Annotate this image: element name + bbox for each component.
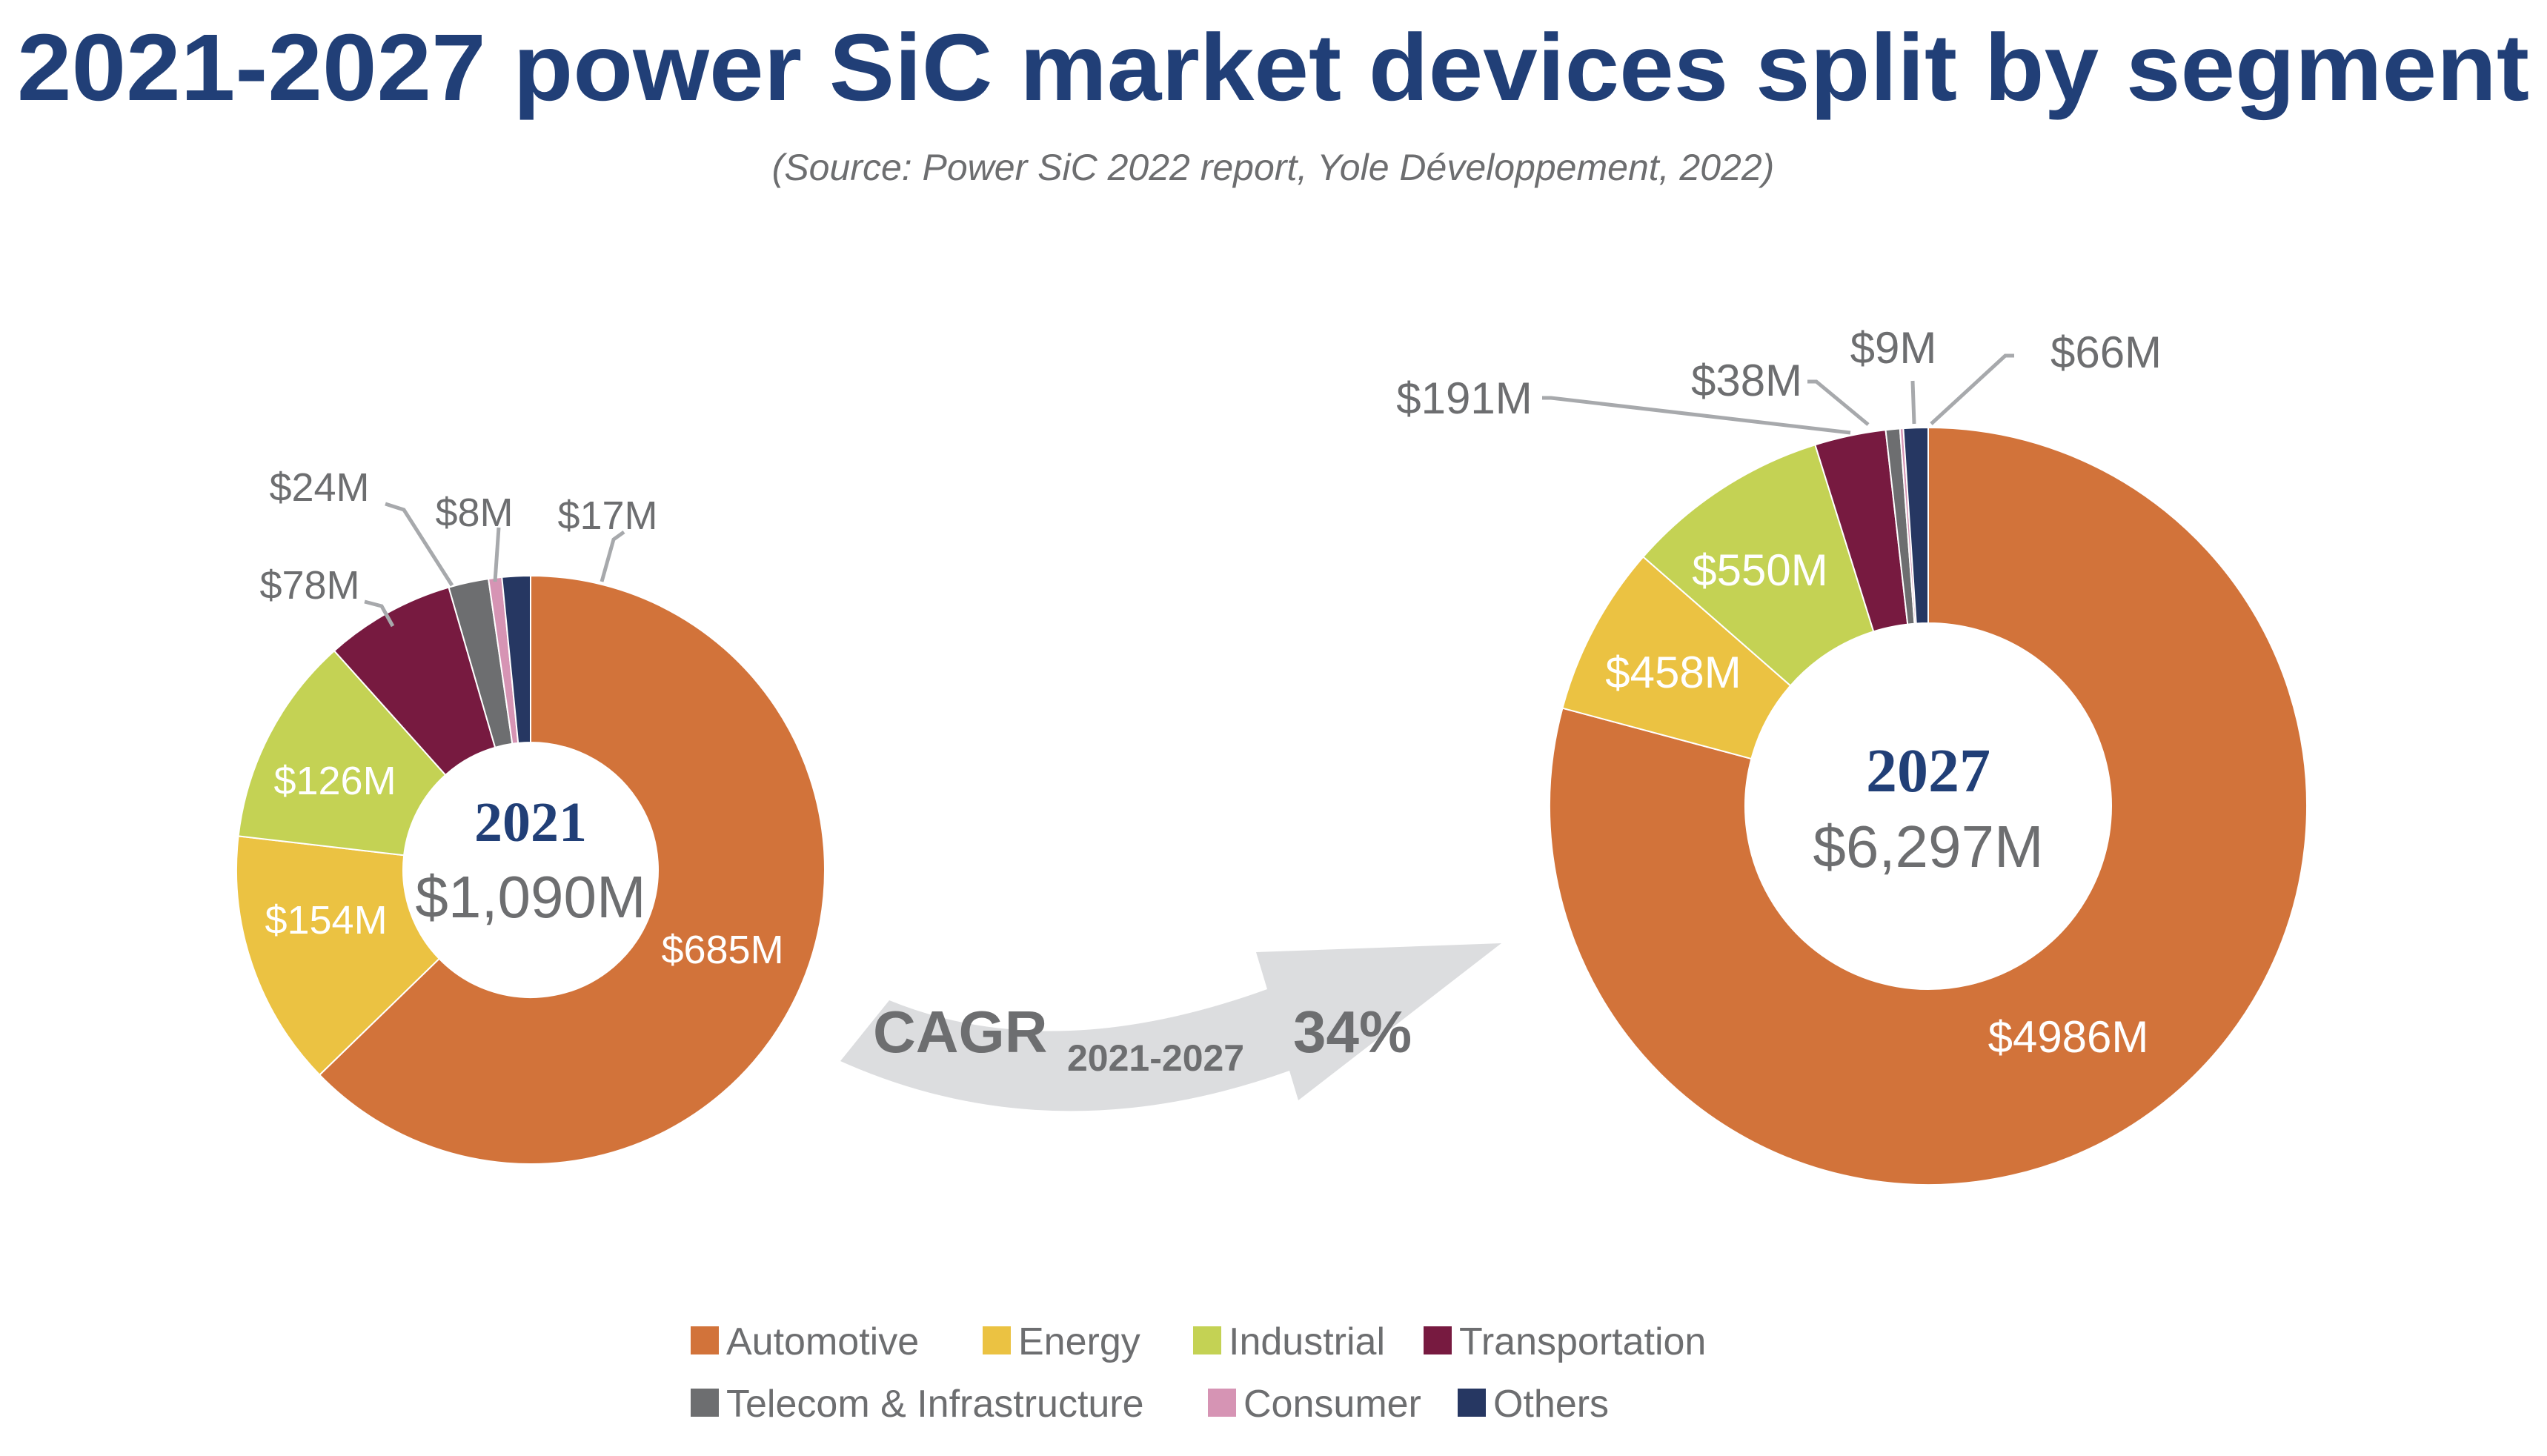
chart-subtitle: (Source: Power SiC 2022 report, Yole Dév… (772, 147, 1775, 188)
legend-swatch (691, 1326, 719, 1354)
slice-automotive (1549, 426, 2308, 1186)
center-total: $6,297M (1813, 814, 2043, 880)
legend-label: Automotive (726, 1320, 919, 1363)
slice-others (501, 574, 531, 744)
data-label: $17M (557, 493, 657, 538)
legend-swatch (983, 1326, 1011, 1354)
slice-automotive (318, 574, 826, 1165)
data-label: $154M (265, 898, 387, 943)
cagr-label: CAGR 2021-2027 34% (873, 999, 1412, 1079)
slice-others (1902, 426, 1929, 625)
data-label: $458M (1605, 648, 1741, 697)
legend-label: Others (1493, 1383, 1609, 1426)
legend-label: Consumer (1243, 1383, 1421, 1426)
data-label: $9M (1850, 323, 1937, 373)
growth-arrow (840, 943, 1501, 1111)
legend-label: Telecom & Infrastructure (726, 1383, 1144, 1426)
legend-item: Telecom & Infrastructure (691, 1383, 1144, 1426)
data-label: $8M (435, 491, 513, 535)
leader-line (1807, 379, 1870, 426)
legend-label: Industrial (1229, 1320, 1385, 1363)
cagr-period: 2021-2027 (1067, 1037, 1244, 1079)
chart-title: 2021-2027 power SiC market devices split… (17, 15, 2529, 121)
legend-swatch (691, 1389, 719, 1417)
legend-item: Transportation (1424, 1320, 1706, 1363)
leader-line (1910, 380, 1916, 425)
legend-item: Automotive (691, 1320, 919, 1363)
legend-item: Others (1458, 1383, 1609, 1426)
donut-2021: $685M $154M $126M $78M $24M $8M $17M 2021 $1,090… (236, 465, 826, 1165)
leader-line (600, 530, 625, 582)
center-year: 2021 (474, 791, 587, 854)
legend-label: Transportation (1459, 1320, 1706, 1363)
leader-line (364, 599, 395, 628)
data-label: $685M (661, 928, 783, 972)
slice-industrial (237, 649, 447, 857)
legend-swatch (1458, 1389, 1486, 1417)
data-label: $78M (259, 563, 359, 608)
donut-2027: $4986M $458M $550M $191M $38M $9M $66M 2027 $6,2… (1396, 323, 2308, 1186)
legend-swatch (1208, 1389, 1236, 1417)
slice-energy (236, 835, 441, 1077)
cagr-value: 34% (1293, 999, 1412, 1065)
data-label: $4986M (1988, 1012, 2149, 1062)
data-label: $66M (2050, 328, 2162, 377)
legend-item: Energy (983, 1320, 1140, 1363)
legend-swatch (1424, 1326, 1452, 1354)
cagr-text: CAGR (873, 999, 1048, 1065)
legend-label: Energy (1018, 1320, 1140, 1363)
leader-line (1542, 396, 1851, 435)
legend-item: Industrial (1193, 1320, 1385, 1363)
legend: Automotive Energy Industrial Transportation… (691, 1320, 1706, 1426)
data-label: $126M (273, 759, 396, 803)
legend-item: Consumer (1208, 1383, 1421, 1426)
leader-line (493, 527, 501, 582)
center-year: 2027 (1866, 737, 1990, 805)
legend-swatch (1193, 1326, 1221, 1354)
data-label: $38M (1691, 356, 1802, 405)
center-total: $1,090M (415, 864, 645, 930)
data-label: $191M (1396, 373, 1532, 423)
leader-line (1930, 353, 2014, 425)
data-label: $550M (1692, 545, 1827, 595)
leader-line (385, 502, 454, 587)
data-label: $24M (269, 465, 369, 510)
